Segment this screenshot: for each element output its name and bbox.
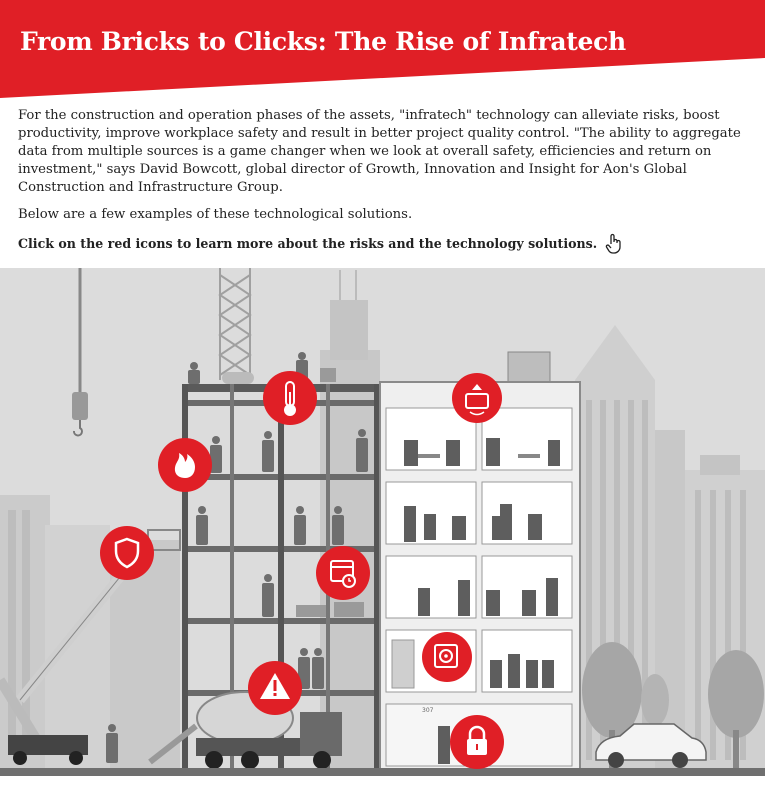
- office-building: [379, 351, 581, 771]
- shield-icon: [114, 537, 140, 569]
- fan-unit-icon: [434, 644, 458, 668]
- workers: [106, 352, 368, 763]
- car: [595, 723, 707, 768]
- crane: [72, 268, 88, 437]
- hotspot-fire[interactable]: [158, 438, 212, 492]
- building-sign: 307: [422, 707, 434, 714]
- ground: [0, 768, 765, 776]
- intro-text: For the construction and operation phase…: [18, 107, 748, 255]
- hotspot-padlock[interactable]: [450, 715, 504, 769]
- office-occupants: [404, 438, 560, 764]
- thermometer-icon: [284, 381, 296, 416]
- warning-icon: [260, 673, 290, 699]
- page-title: From Bricks to Clicks: The Rise of Infra…: [20, 27, 626, 56]
- intro-examples-line: Below are a few examples of these techno…: [18, 207, 413, 222]
- footer-space: [0, 776, 765, 808]
- hotspot-thermometer[interactable]: [263, 371, 317, 425]
- hotspot-shield[interactable]: [100, 526, 154, 580]
- trees: [582, 642, 764, 770]
- header-banner: From Bricks to Clicks: The Rise of Infra…: [0, 0, 765, 98]
- hotspot-calendar[interactable]: [316, 546, 370, 600]
- fire-icon: [174, 453, 195, 478]
- calendar-clock-icon: [330, 560, 356, 588]
- padlock-icon: [467, 725, 487, 755]
- hotspot-warning[interactable]: [248, 661, 302, 715]
- hand-pointer-icon: [605, 233, 621, 254]
- banner-background: [0, 0, 765, 98]
- skyline-windows: [8, 400, 746, 760]
- smart-meter-icon: [465, 384, 489, 416]
- tower-crane: [218, 268, 252, 380]
- hotspot-smart-meter[interactable]: [452, 373, 502, 423]
- hotspot-fan-unit[interactable]: [422, 632, 472, 682]
- construction-illustration: 307: [0, 268, 765, 808]
- cta-line: Click on the red icons to learn more abo…: [18, 233, 748, 255]
- intro-paragraph: For the construction and operation phase…: [18, 108, 741, 195]
- material-stacks: [222, 368, 364, 617]
- cta-text: Click on the red icons to learn more abo…: [18, 236, 598, 251]
